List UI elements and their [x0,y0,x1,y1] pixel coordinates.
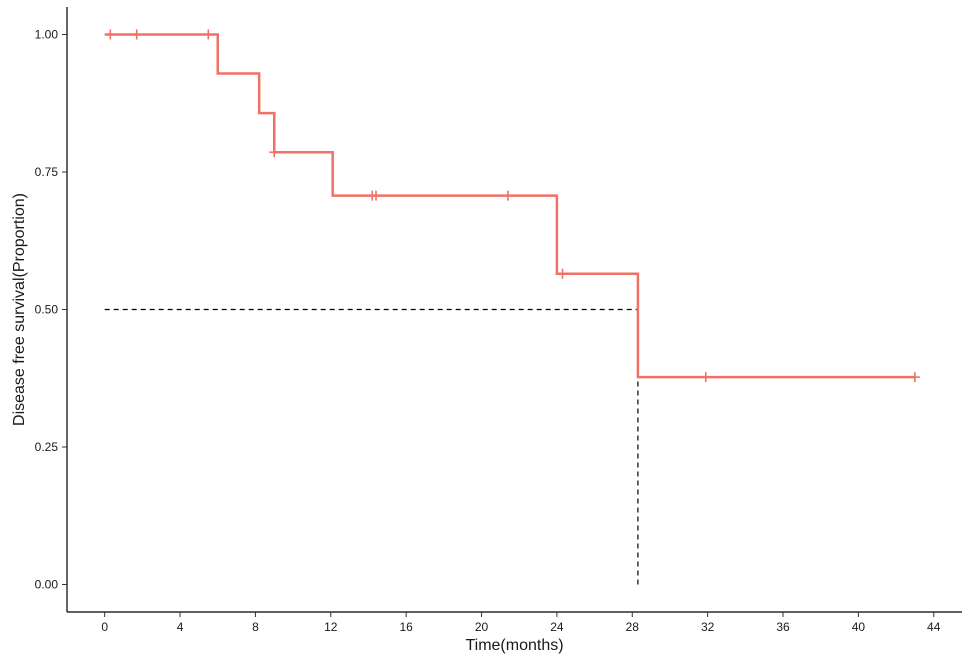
censor-mark-9 [909,372,920,383]
x-tick-label-28: 28 [626,620,640,634]
censor-mark-7 [557,268,568,279]
x-tick-label-16: 16 [399,620,413,634]
median-reference-lines [104,308,639,585]
censor-mark-2 [203,29,214,40]
x-tick-label-40: 40 [852,620,866,634]
x-tick-label-20: 20 [475,620,489,634]
x-tick-label-32: 32 [701,620,715,634]
x-tick-label-12: 12 [324,620,338,634]
y-tick-label-4: 1.00 [35,28,59,42]
censor-mark-1 [131,29,142,40]
y-tick-label-0: 0.00 [35,578,59,592]
y-axis-title: Disease free survival(Proportion) [11,193,28,426]
x-tick-label-36: 36 [776,620,790,634]
censor-mark-8 [700,372,711,383]
x-axis-title: Time(months) [465,637,563,654]
ticks: 0 4 8 12 16 20 24 28 32 36 40 44 0.00 0.25 0.50 0.75 1.0… [35,28,941,635]
censor-mark-3 [269,147,280,158]
x-tick-label-4: 4 [177,620,184,634]
x-tick-label-8: 8 [252,620,259,634]
x-tick-label-44: 44 [927,620,941,634]
censor-mark-6 [502,190,513,201]
series-layer [104,29,920,383]
censor-mark-0 [105,29,116,40]
censor-mark-5 [371,190,382,201]
x-tick-label-24: 24 [550,620,564,634]
y-tick-label-1: 0.25 [35,440,59,454]
survival-curve-0 [104,33,915,379]
x-tick-label-0: 0 [101,620,108,634]
y-tick-label-3: 0.75 [35,165,59,179]
y-tick-label-2: 0.50 [35,303,59,317]
